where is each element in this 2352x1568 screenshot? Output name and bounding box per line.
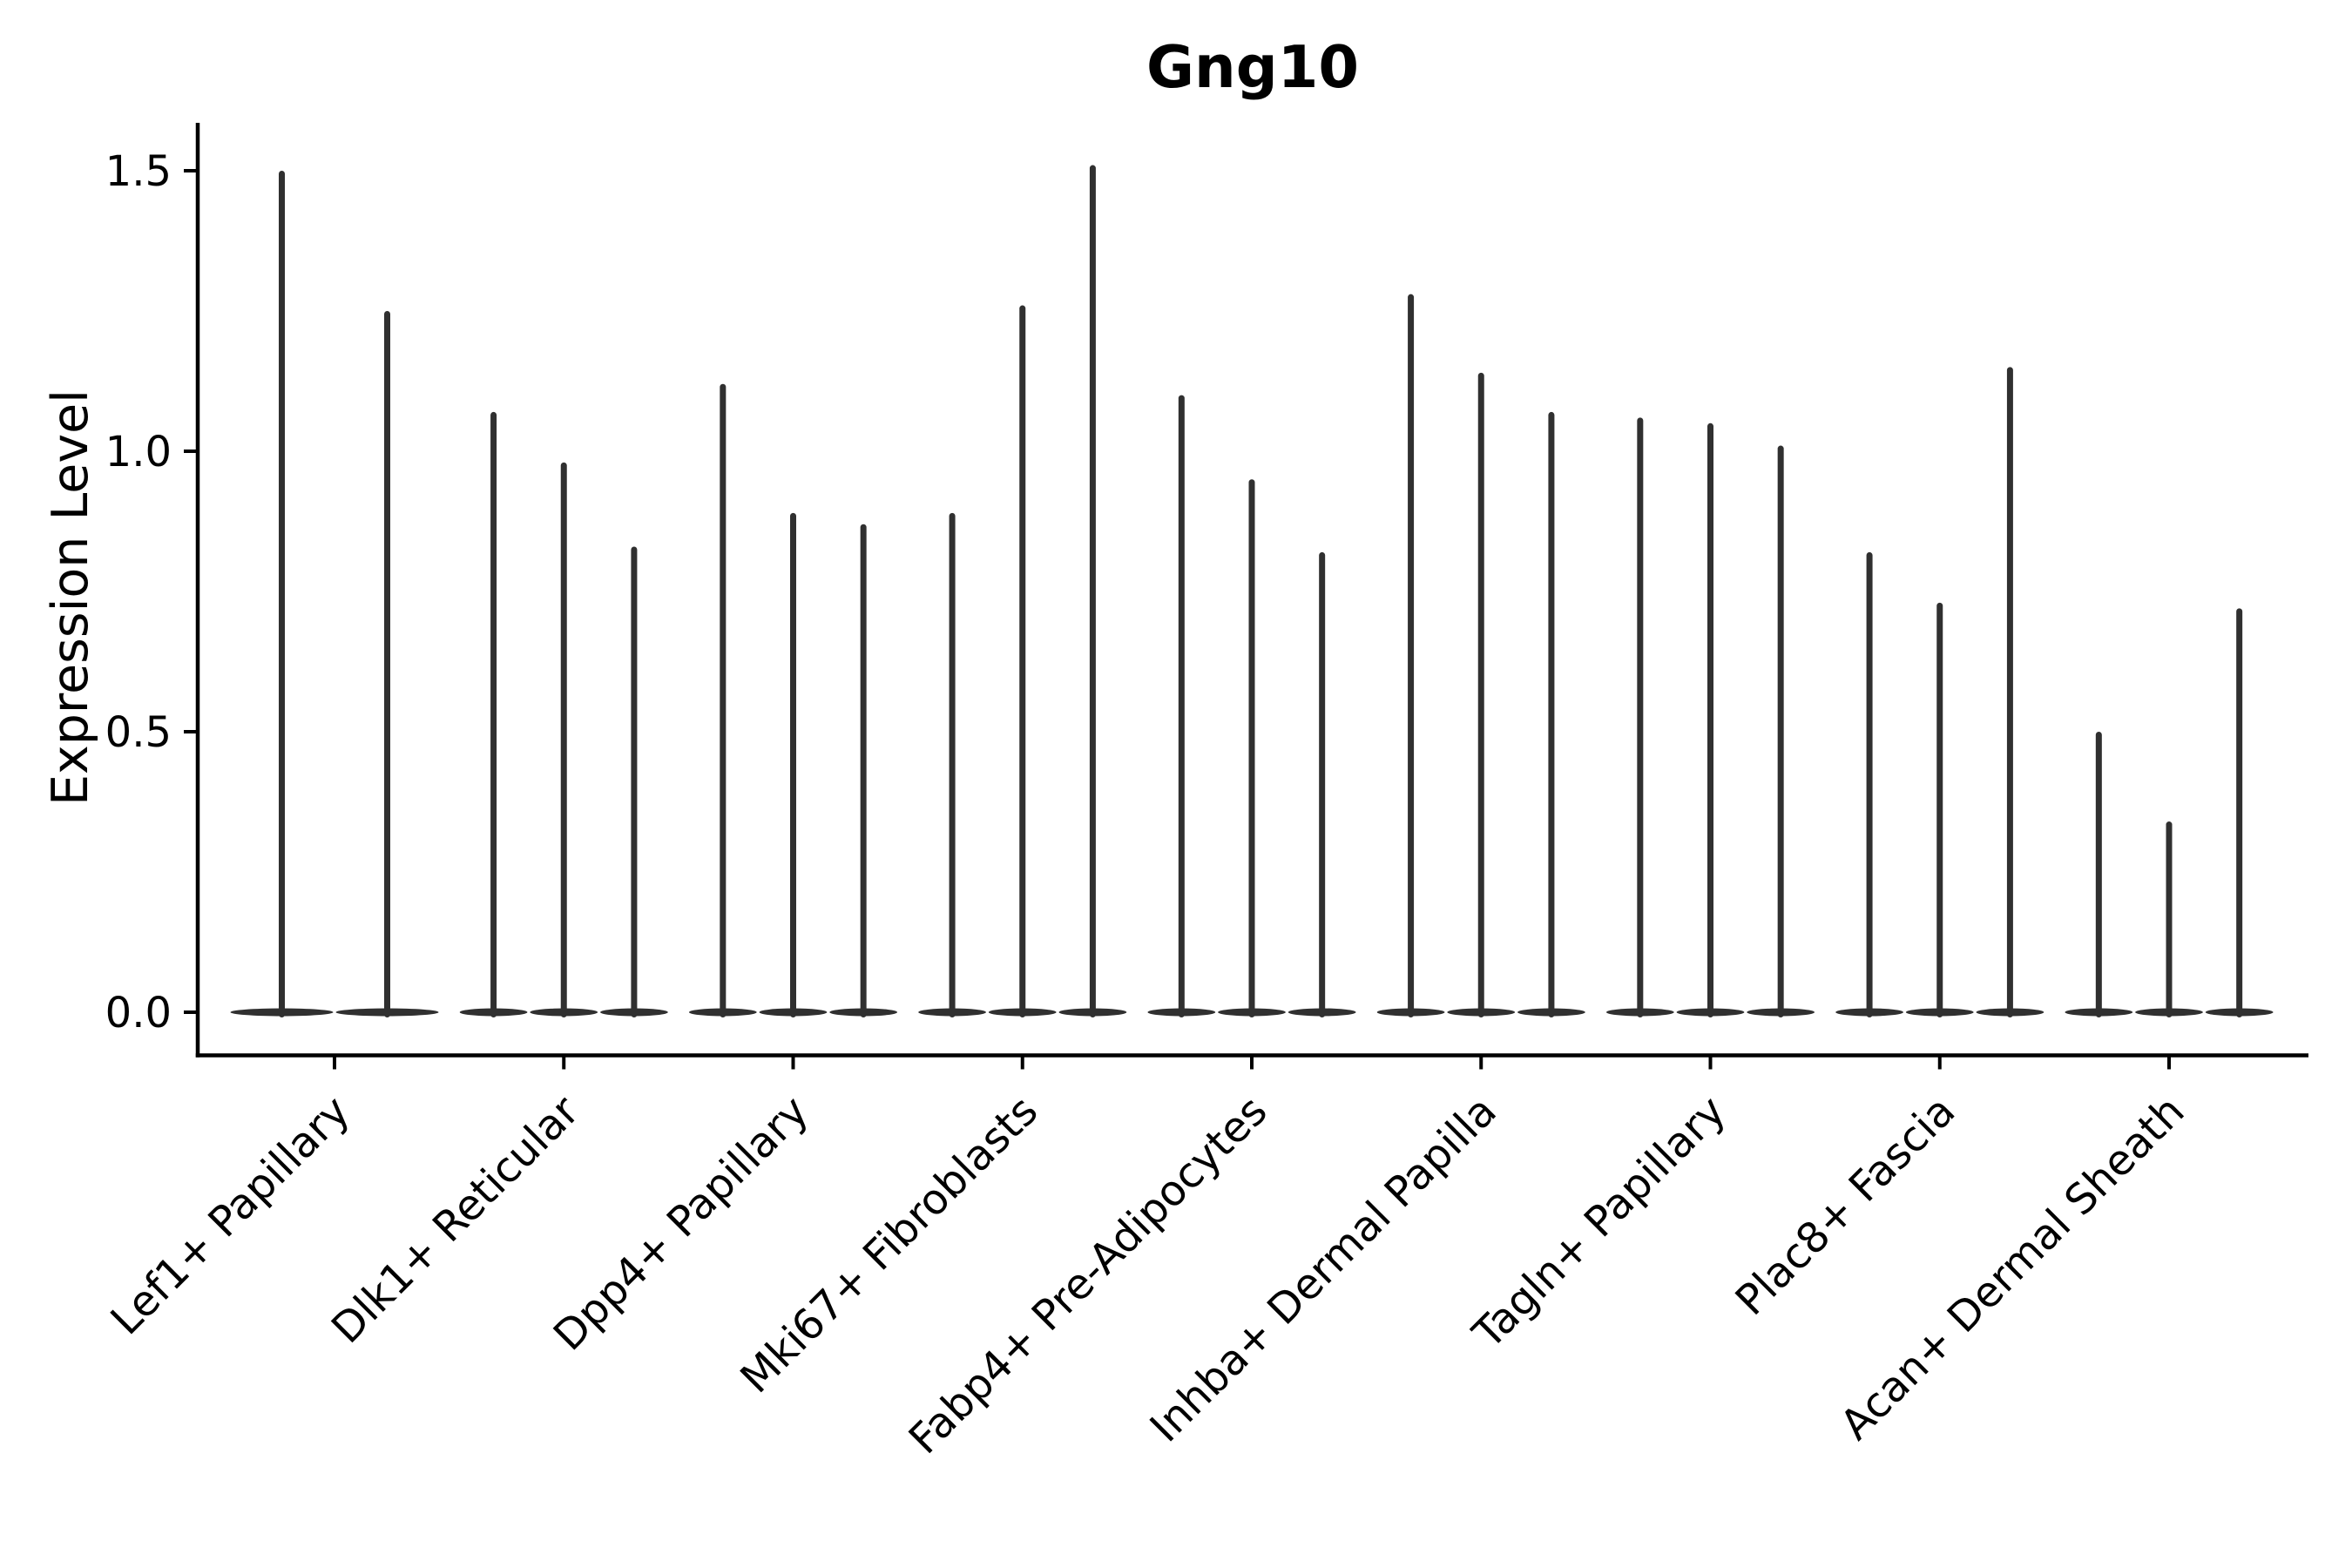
x-tick-label: Dpp4+ Papillary bbox=[544, 1086, 818, 1360]
violin-spike bbox=[2095, 732, 2102, 1017]
y-axis-ticks: 0.0 0.5 1.0 1.5 bbox=[105, 147, 198, 1037]
violin-spike bbox=[2236, 608, 2243, 1017]
violin-spike bbox=[1637, 417, 1644, 1017]
violin-group bbox=[918, 165, 1127, 1017]
violin-spike bbox=[720, 383, 727, 1018]
violin-spike bbox=[1707, 422, 1713, 1017]
violin-spike bbox=[1866, 551, 1873, 1017]
y-tick-label: 1.0 bbox=[105, 428, 172, 476]
y-tick-label: 0.5 bbox=[105, 708, 172, 757]
violin-spike bbox=[490, 411, 497, 1017]
violin-spike bbox=[279, 171, 285, 1017]
violin-spike bbox=[1319, 551, 1326, 1017]
violin-group bbox=[1606, 417, 1815, 1017]
violin-spike bbox=[2166, 821, 2173, 1017]
x-tick-label: Plac8+ Fascia bbox=[1727, 1086, 1965, 1325]
violin-group bbox=[459, 411, 668, 1017]
violin-spike bbox=[1777, 445, 1784, 1017]
violin-spike bbox=[1408, 294, 1415, 1017]
y-tick-label: 1.5 bbox=[105, 147, 172, 196]
violin-spike bbox=[384, 311, 390, 1017]
x-tick-label: Tagln+ Papillary bbox=[1463, 1086, 1735, 1358]
violin-spike bbox=[860, 524, 867, 1017]
violin-spike bbox=[1936, 602, 1943, 1017]
violin-group bbox=[230, 171, 439, 1017]
violin-spike bbox=[1548, 411, 1555, 1017]
violin-spike bbox=[1019, 305, 1026, 1017]
violin-spike bbox=[1089, 165, 1096, 1017]
violin-spike bbox=[1248, 479, 1255, 1017]
chart-title: Gng10 bbox=[1146, 33, 1359, 101]
y-tick-label: 0.0 bbox=[105, 989, 172, 1037]
violin-group bbox=[2065, 608, 2274, 1017]
violin-spike bbox=[631, 546, 638, 1017]
x-tick-label: Lef1+ Papillary bbox=[102, 1086, 360, 1344]
violin-spike bbox=[790, 512, 796, 1017]
violin-group bbox=[1147, 395, 1356, 1018]
violin-group bbox=[1376, 294, 1585, 1018]
violin-spike bbox=[560, 462, 567, 1017]
y-axis-label: Expression Level bbox=[42, 389, 99, 806]
x-tick-label: Dlk1+ Reticular bbox=[322, 1086, 589, 1353]
violin-series bbox=[230, 165, 2274, 1018]
violin-spike bbox=[2006, 367, 2013, 1017]
violin-group bbox=[1835, 367, 2044, 1017]
violin-group bbox=[689, 383, 897, 1018]
violin-spike bbox=[1178, 395, 1185, 1018]
violin-spike bbox=[1477, 372, 1484, 1018]
violin-spike bbox=[949, 512, 956, 1017]
